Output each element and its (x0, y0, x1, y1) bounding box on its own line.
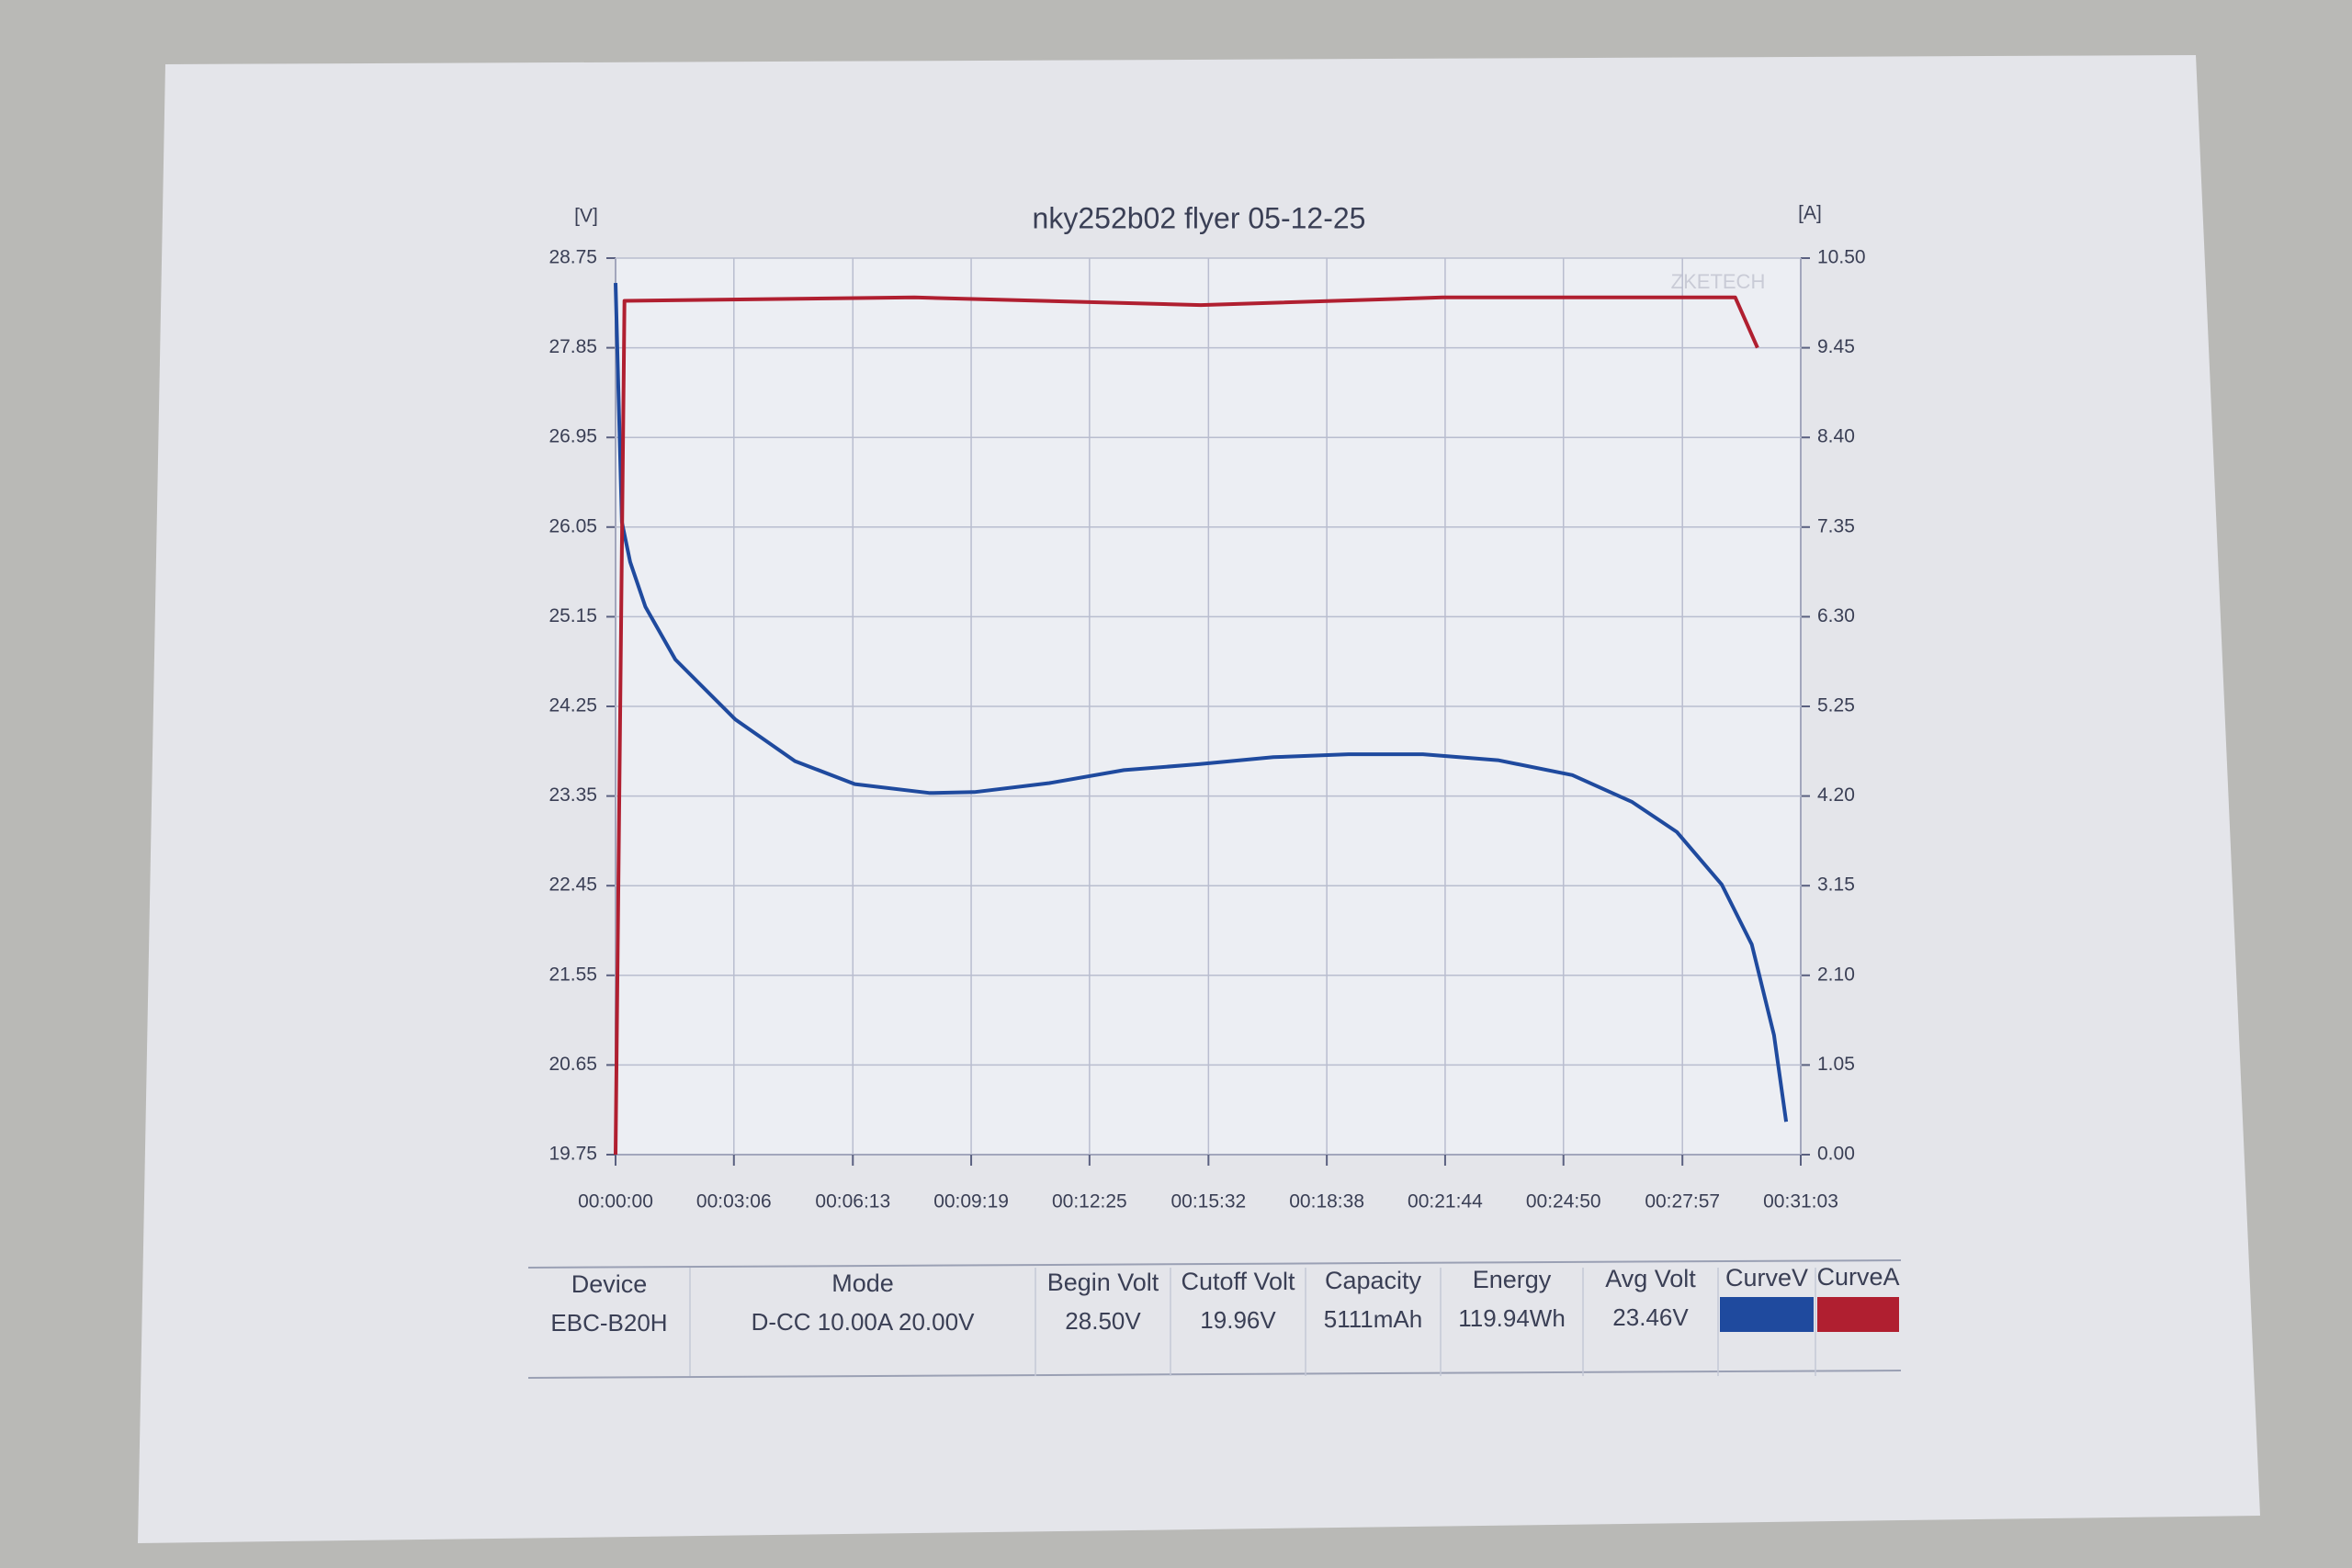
y-tick-label: 28.75 (548, 247, 597, 268)
y-tick-label: 20.65 (548, 1054, 597, 1075)
y2-tick-label: 10.50 (1817, 247, 1866, 268)
x-tick-label: 00:06:13 (815, 1191, 890, 1213)
table-border (527, 1370, 1902, 1379)
watermark: ZKETECH (1671, 270, 1766, 293)
y2-tick-label: 2.10 (1817, 964, 1855, 985)
x-tick-label: 00:12:25 (1052, 1191, 1127, 1213)
table-header: Device (571, 1270, 648, 1298)
y2-tick-label: 6.30 (1817, 605, 1855, 626)
y-tick-label: 25.15 (548, 605, 597, 626)
y-tick-label: 21.55 (548, 964, 597, 985)
y-tick-label: 24.25 (548, 695, 597, 716)
table-value: 23.46V (1612, 1303, 1689, 1331)
table-value: 19.96V (1200, 1306, 1276, 1334)
x-tick-label: 00:31:03 (1763, 1191, 1838, 1213)
table-header: Mode (831, 1269, 894, 1297)
table-value: 5111mAh (1324, 1305, 1422, 1333)
table-border (527, 1259, 1902, 1269)
x-tick-label: 00:09:19 (933, 1191, 1009, 1213)
table-header: Energy (1473, 1266, 1552, 1293)
table-value: D-CC 10.00A 20.00V (752, 1308, 975, 1336)
table-header: Avg Volt (1605, 1265, 1696, 1292)
series-line (614, 295, 1759, 1156)
y2-tick-label: 4.20 (1817, 784, 1855, 806)
chart-title: nky252b02 flyer 05-12-25 (1033, 201, 1366, 234)
y2-tick-label: 8.40 (1817, 426, 1855, 447)
x-tick-label: 00:21:44 (1408, 1191, 1483, 1213)
x-tick-label: 00:15:32 (1170, 1191, 1246, 1213)
x-tick-label: 00:18:38 (1289, 1191, 1364, 1213)
y-tick-label: 26.95 (548, 426, 597, 447)
y2-tick-label: 5.25 (1817, 695, 1855, 716)
x-tick-label: 00:24:50 (1526, 1191, 1601, 1213)
y2-tick-label: 9.45 (1817, 336, 1855, 357)
y-tick-label: 23.35 (548, 784, 597, 806)
table-value: 119.94Wh (1458, 1304, 1566, 1332)
y-tick-label: 19.75 (548, 1144, 597, 1165)
y-tick-label: 22.45 (548, 874, 597, 896)
series-line (614, 283, 1789, 1122)
y-tick-label: 27.85 (548, 336, 597, 357)
legend-swatch (1817, 1297, 1899, 1332)
x-tick-label: 00:27:57 (1645, 1191, 1720, 1213)
y2-tick-label: 0.00 (1817, 1144, 1855, 1165)
x-tick-label: 00:00:00 (578, 1191, 653, 1213)
y2-tick-label: 3.15 (1817, 874, 1855, 896)
table-value: EBC-B20H (550, 1309, 667, 1337)
summary-table: Device EBC-B20H Mode D-CC 10.00A 20.00V Begi… (527, 1259, 1902, 1379)
legend-swatch (1720, 1297, 1814, 1332)
x-tick-label: 00:03:06 (696, 1191, 772, 1213)
table-header: Begin Volt (1047, 1269, 1159, 1296)
table-header: Capacity (1325, 1267, 1422, 1294)
y2-tick-label: 1.05 (1817, 1054, 1855, 1075)
y2-axis-label: [A] (1798, 203, 1822, 224)
y-tick-label: 26.05 (548, 515, 597, 536)
table-header: CurveA (1816, 1263, 1899, 1291)
table-header: CurveV (1725, 1264, 1808, 1292)
table-value: 28.50V (1065, 1307, 1141, 1335)
table-header: Cutoff Volt (1181, 1268, 1295, 1295)
y2-tick-label: 7.35 (1817, 515, 1855, 536)
y-axis-label: [V] (574, 206, 598, 227)
